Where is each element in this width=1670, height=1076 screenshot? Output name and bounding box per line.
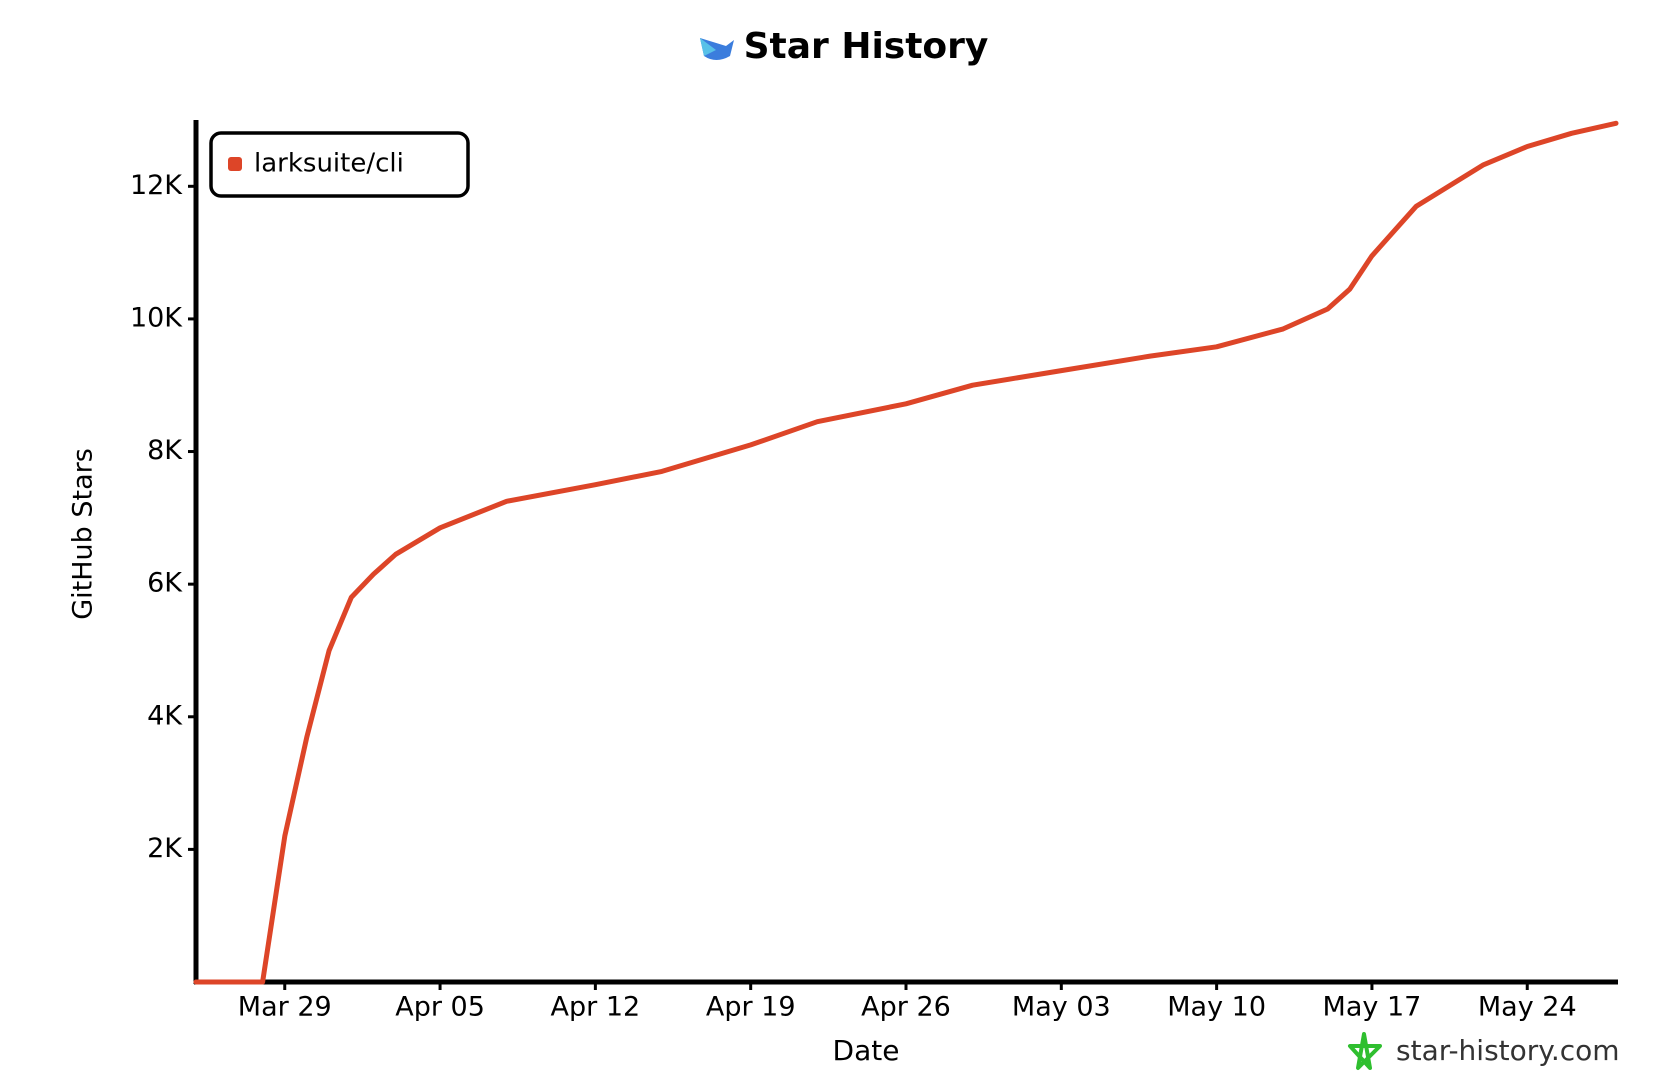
x-tick-label: Apr 05 xyxy=(395,992,485,1023)
y-axis-label: GitHub Stars xyxy=(68,448,99,620)
legend-swatch xyxy=(228,157,242,171)
watermark-icon xyxy=(1348,1032,1382,1070)
y-tick-label: 6K xyxy=(147,568,183,599)
x-tick-label: May 03 xyxy=(1012,992,1111,1023)
y-tick-label: 12K xyxy=(130,170,183,201)
x-tick-label: May 10 xyxy=(1167,992,1266,1023)
watermark: star-history.com xyxy=(1396,1034,1620,1067)
y-tick-label: 10K xyxy=(130,302,183,333)
y-tick-label: 2K xyxy=(147,833,183,864)
x-tick-label: Apr 19 xyxy=(706,992,796,1023)
series-line xyxy=(193,120,1619,985)
legend-label: larksuite/cli xyxy=(254,149,404,179)
legend-box xyxy=(209,131,470,198)
y-tick-label: 8K xyxy=(147,435,183,466)
x-axis-label: Date xyxy=(833,1034,900,1067)
chart-title: Star History xyxy=(744,26,989,67)
x-tick-label: Mar 29 xyxy=(238,992,332,1023)
logo xyxy=(700,38,734,60)
x-tick-label: May 24 xyxy=(1478,992,1577,1023)
y-tick-label: 4K xyxy=(147,700,183,731)
x-tick-label: May 17 xyxy=(1323,992,1422,1023)
x-tick-label: Apr 26 xyxy=(861,992,951,1023)
x-tick-label: Apr 12 xyxy=(551,992,641,1023)
